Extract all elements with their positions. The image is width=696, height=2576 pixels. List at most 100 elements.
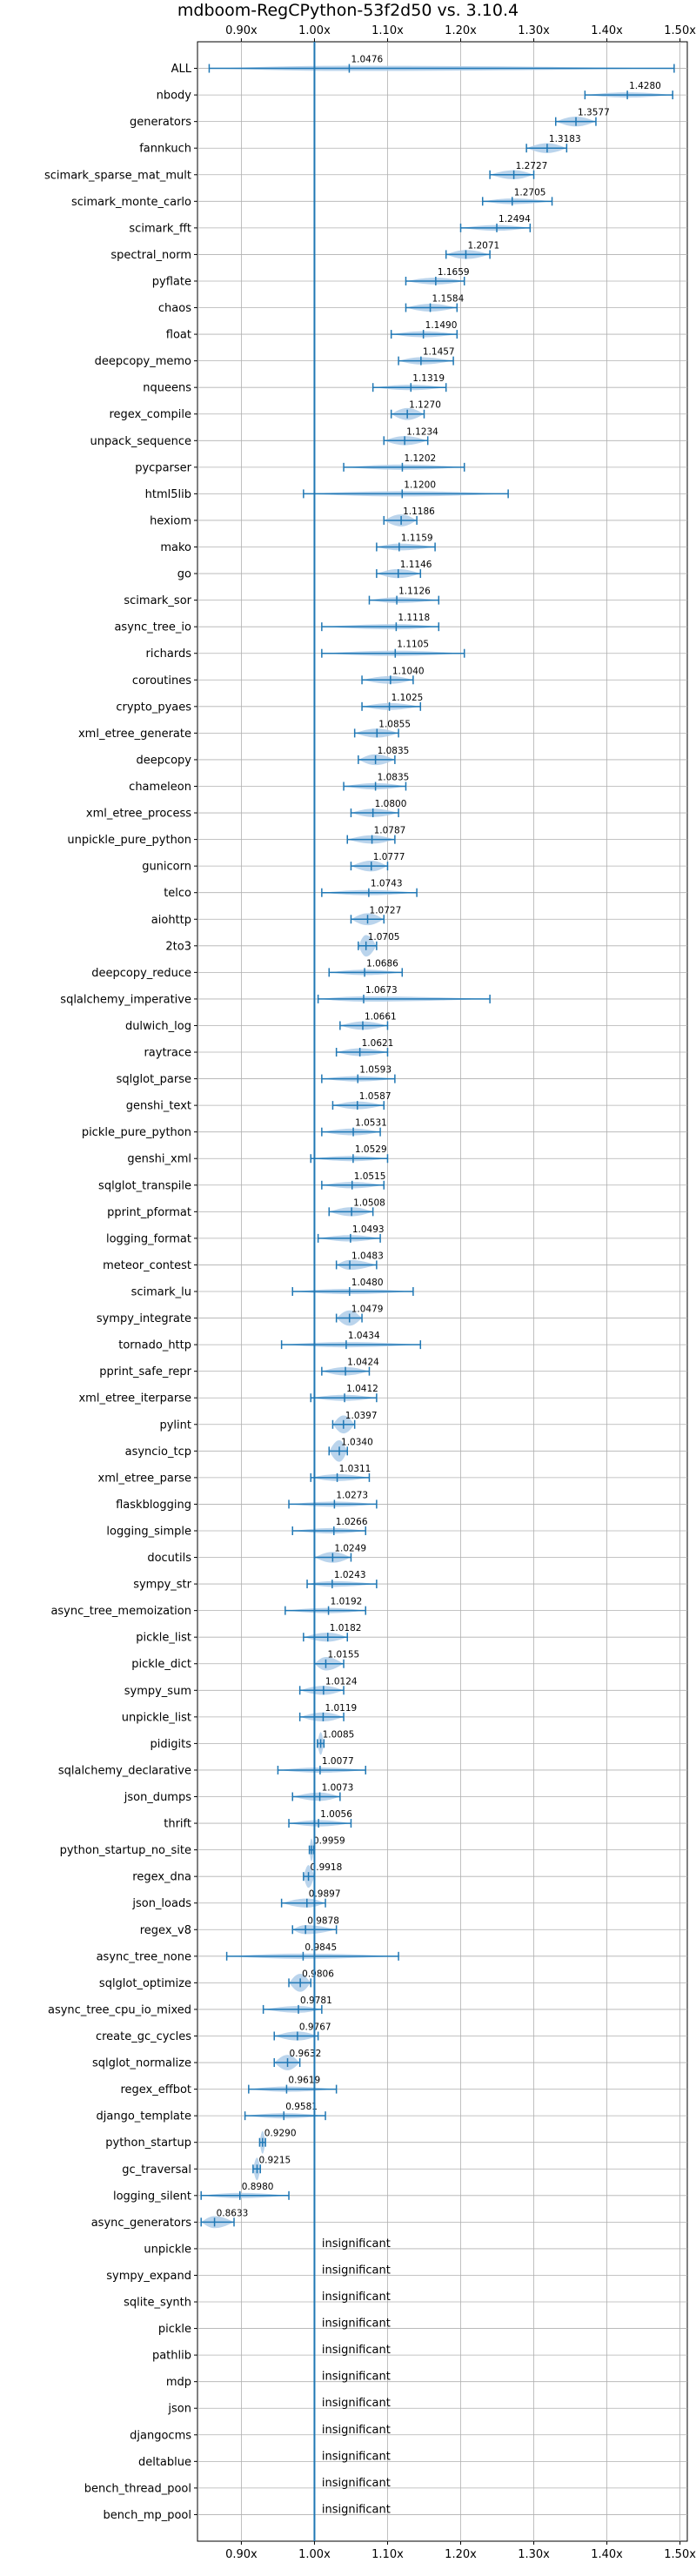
benchmark-label: unpickle_pure_python bbox=[67, 834, 191, 847]
x-tick-label-bottom: 1.10x bbox=[371, 2548, 404, 2561]
value-label: 1.0705 bbox=[368, 932, 400, 943]
value-label: 1.0249 bbox=[334, 1544, 366, 1554]
benchmark-label: chaos bbox=[158, 302, 191, 315]
insignificant-label: insignificant bbox=[322, 2344, 391, 2357]
insignificant-label: insignificant bbox=[322, 2397, 391, 2410]
benchmark-label: pathlib bbox=[152, 2350, 191, 2363]
benchmark-label: tornado_http bbox=[118, 1339, 191, 1352]
value-label: 1.0621 bbox=[362, 1038, 394, 1049]
benchmark-label: json_loads bbox=[131, 1897, 191, 1910]
benchmark-label: regex_v8 bbox=[140, 1924, 191, 1937]
value-label: 1.0192 bbox=[331, 1597, 363, 1607]
benchmark-label: sympy_str bbox=[133, 1579, 191, 1592]
value-label: 1.2071 bbox=[467, 240, 499, 251]
value-label: 1.0800 bbox=[375, 799, 407, 809]
benchmark-label: pidigits bbox=[151, 1738, 192, 1751]
value-label: 1.0743 bbox=[371, 879, 403, 889]
value-label: 1.1159 bbox=[401, 533, 433, 544]
value-label: 1.0673 bbox=[365, 985, 398, 996]
benchmark-label: deltablue bbox=[138, 2456, 191, 2469]
value-label: 1.0835 bbox=[378, 772, 410, 782]
value-label: 1.1025 bbox=[392, 693, 424, 703]
benchmark-label: fannkuch bbox=[139, 143, 191, 156]
benchmark-label: deepcopy_reduce bbox=[91, 967, 191, 980]
insignificant-label: insignificant bbox=[322, 2371, 391, 2384]
value-label: 0.9581 bbox=[285, 2102, 318, 2112]
value-label: 1.0266 bbox=[336, 1517, 368, 1527]
benchmark-label: bench_thread_pool bbox=[84, 2482, 191, 2495]
benchmark-label: sympy_integrate bbox=[97, 1312, 191, 1325]
value-label: 1.0593 bbox=[359, 1065, 392, 1076]
x-tick-label-bottom: 1.50x bbox=[664, 2548, 696, 2561]
benchmark-label: mdp bbox=[166, 2376, 191, 2389]
value-label: 1.0340 bbox=[341, 1437, 373, 1447]
x-tick-label-top: 1.20x bbox=[445, 24, 477, 37]
value-label: 1.0686 bbox=[366, 958, 398, 969]
insignificant-label: insignificant bbox=[322, 2503, 391, 2516]
value-label: 1.0476 bbox=[351, 55, 383, 65]
value-label: 0.9878 bbox=[307, 1915, 339, 1926]
value-label: 1.0424 bbox=[347, 1358, 379, 1368]
value-label: 1.1040 bbox=[392, 666, 425, 676]
benchmark-label: async_tree_memoization bbox=[50, 1605, 191, 1618]
benchmark-label: gc_traversal bbox=[122, 2163, 191, 2177]
benchmark-label: logging_silent bbox=[113, 2190, 191, 2203]
benchmark-label: meteor_contest bbox=[103, 1259, 191, 1272]
value-label: 1.1234 bbox=[406, 426, 438, 437]
benchmark-label: xml_etree_process bbox=[86, 808, 191, 821]
benchmark-label: unpickle_list bbox=[122, 1711, 191, 1724]
insignificant-label: insignificant bbox=[322, 2318, 391, 2331]
value-label: 1.1490 bbox=[425, 320, 458, 331]
benchmark-label: json_dumps bbox=[124, 1791, 191, 1804]
x-tick-label-top: 0.90x bbox=[225, 24, 258, 37]
benchmark-label: ALL bbox=[171, 63, 192, 76]
value-label: 1.0273 bbox=[336, 1490, 368, 1500]
value-label: 1.0587 bbox=[359, 1091, 392, 1102]
benchmark-label: pprint_safe_repr bbox=[99, 1365, 191, 1379]
value-label: 1.0515 bbox=[354, 1171, 386, 1182]
value-label: 1.0777 bbox=[373, 852, 405, 862]
benchmark-label: pyflate bbox=[152, 275, 191, 288]
value-label: 1.0412 bbox=[346, 1384, 378, 1394]
benchmark-label: sqlite_synth bbox=[124, 2297, 191, 2310]
benchmark-label: sqlalchemy_declarative bbox=[58, 1764, 191, 1777]
x-tick-label-top: 1.10x bbox=[371, 24, 404, 37]
value-label: 1.0661 bbox=[365, 1011, 397, 1022]
x-tick-label-top: 1.00x bbox=[298, 24, 331, 37]
value-label: 1.0056 bbox=[320, 1809, 352, 1820]
x-tick-label-top: 1.30x bbox=[518, 24, 550, 37]
benchmark-label: unpickle bbox=[144, 2243, 191, 2256]
value-label: 1.4280 bbox=[629, 81, 661, 91]
benchmark-label: spectral_norm bbox=[110, 249, 191, 262]
value-label: 1.0835 bbox=[378, 746, 410, 756]
benchmark-label: html5lib bbox=[145, 488, 191, 501]
benchmark-label: regex_effbot bbox=[120, 2083, 191, 2096]
benchmark-label: scimark_sparse_mat_mult bbox=[44, 169, 191, 182]
x-tick-label-bottom: 1.30x bbox=[518, 2548, 550, 2561]
benchmark-label: pickle_dict bbox=[131, 1658, 191, 1671]
value-label: 1.0508 bbox=[353, 1197, 385, 1208]
benchmark-label: flaskblogging bbox=[116, 1499, 191, 1512]
value-label: 1.1659 bbox=[438, 267, 470, 278]
insignificant-label: insignificant bbox=[322, 2424, 391, 2437]
benchmark-label: bench_mp_pool bbox=[103, 2509, 191, 2522]
benchmark-label: docutils bbox=[147, 1552, 191, 1565]
x-tick-label-bottom: 1.00x bbox=[298, 2548, 331, 2561]
benchmark-label: dulwich_log bbox=[125, 1020, 191, 1033]
x-tick-label-bottom: 0.90x bbox=[225, 2548, 258, 2561]
value-label: 1.1584 bbox=[432, 294, 465, 305]
value-label: 1.1319 bbox=[412, 373, 445, 384]
benchmark-label: scimark_sor bbox=[124, 594, 191, 607]
value-label: 0.9215 bbox=[258, 2155, 291, 2165]
benchmark-label: python_startup_no_site bbox=[60, 1844, 191, 1857]
benchmark-label: regex_compile bbox=[109, 408, 191, 421]
benchmark-label: pickle bbox=[158, 2323, 191, 2336]
value-label: 0.8980 bbox=[242, 2182, 274, 2192]
value-label: 1.3577 bbox=[578, 108, 610, 118]
value-label: 0.9290 bbox=[264, 2129, 297, 2139]
benchmark-label: genshi_xml bbox=[127, 1153, 191, 1166]
x-tick-label-bottom: 1.20x bbox=[445, 2548, 477, 2561]
value-label: 0.9959 bbox=[313, 1836, 345, 1847]
benchmark-label: django_template bbox=[97, 2110, 191, 2123]
